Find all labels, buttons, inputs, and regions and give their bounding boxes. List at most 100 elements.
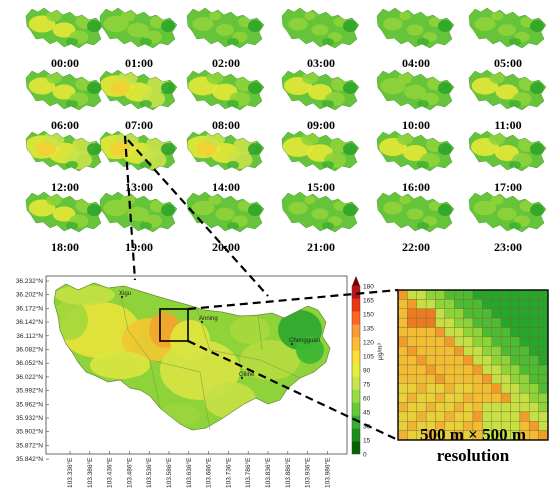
zoom-panel-border — [397, 289, 549, 441]
colorbar-segment — [352, 428, 360, 442]
grid-cell — [444, 355, 455, 366]
longitude-tick-label: 103.336°E — [66, 457, 74, 488]
grid-cell — [482, 374, 492, 384]
grid-cell — [482, 327, 492, 338]
grid-cell — [510, 383, 521, 394]
grid-cell — [519, 402, 530, 413]
grid-cell — [425, 336, 436, 347]
grid-cell — [407, 308, 417, 319]
hourly-map-04-00 — [375, 4, 457, 50]
grid-cell — [538, 336, 549, 347]
grid-cell — [425, 355, 436, 366]
grid-cell — [463, 327, 474, 338]
longitude-tick-label: 103.636°E — [185, 457, 193, 488]
grid-cell — [397, 383, 408, 394]
grid-cell — [500, 346, 511, 356]
grid-cell — [538, 402, 549, 413]
hourly-map-02-00 — [185, 4, 267, 50]
grid-cell — [425, 289, 436, 300]
hour-label-00-00: 00:00 — [51, 56, 79, 70]
hour-label-06-00: 06:00 — [51, 118, 79, 132]
grid-cell — [538, 317, 549, 328]
hourly-map-01-00 — [98, 4, 180, 50]
grid-cell — [444, 411, 455, 422]
grid-cell — [500, 336, 511, 347]
grid-cell — [435, 392, 446, 403]
hourly-map-14-00 — [185, 127, 267, 173]
grid-cell — [425, 383, 436, 394]
colorbar-segment — [352, 389, 360, 403]
latitude-tick-label: 35.962°N — [16, 400, 43, 408]
grid-cell — [463, 374, 474, 384]
grid-cell — [529, 411, 539, 422]
grid-cell — [529, 317, 539, 328]
latitude-tick-label: 35.902°N — [16, 428, 43, 436]
grid-cell — [500, 289, 511, 300]
place-label: Anning — [199, 316, 218, 322]
latitude-tick-label: 36.112°N — [16, 332, 43, 340]
zoom-region-box — [159, 308, 189, 342]
grid-cell — [444, 336, 455, 347]
colorbar-tick-label: 165 — [363, 298, 374, 305]
colorbar-max-arrow — [352, 276, 360, 286]
grid-cell — [454, 299, 464, 309]
grid-cell — [397, 402, 408, 413]
longitude-tick-label: 103.536°E — [145, 457, 153, 488]
grid-cell — [454, 289, 464, 300]
hour-label-08-00: 08:00 — [212, 118, 240, 132]
grid-cell — [407, 402, 417, 413]
grid-cell — [472, 383, 483, 394]
grid-cell — [407, 411, 417, 422]
grid-cell — [510, 411, 521, 422]
grid-cell — [500, 299, 511, 309]
colorbar-tick-label: 135 — [363, 326, 374, 333]
grid-cell — [444, 289, 455, 300]
grid-cell — [519, 383, 530, 394]
grid-cell — [500, 317, 511, 328]
grid-cell — [482, 383, 492, 394]
grid-cell — [519, 411, 530, 422]
grid-cell — [510, 392, 521, 403]
grid-cell — [472, 364, 483, 375]
grid-cell — [510, 327, 521, 338]
hour-label-12-00: 12:00 — [51, 180, 79, 194]
grid-cell — [416, 336, 427, 347]
colorbar-tick-label: 120 — [363, 340, 374, 347]
grid-cell — [425, 402, 436, 413]
grid-cell — [519, 327, 530, 338]
grid-cell — [416, 364, 427, 375]
colorbar-tick-label: 150 — [363, 312, 374, 319]
grid-cell — [444, 392, 455, 403]
hour-label-01-00: 01:00 — [125, 56, 153, 70]
place-marker — [200, 320, 204, 324]
grid-cell — [463, 392, 474, 403]
colorbar-segment — [352, 298, 360, 312]
grid-cell — [454, 355, 464, 366]
grid-cell — [416, 317, 427, 328]
colorbar-unit: μg/m³ — [377, 342, 384, 360]
hour-label-11-00: 11:00 — [494, 118, 522, 132]
hourly-map-19-00 — [98, 188, 180, 234]
colorbar-segment — [352, 286, 360, 299]
grid-cell — [482, 317, 492, 328]
hourly-map-17-00 — [467, 127, 549, 173]
grid-cell — [463, 364, 474, 375]
grid-cell — [529, 392, 539, 403]
grid-cell — [538, 346, 549, 356]
grid-cell — [454, 317, 464, 328]
longitude-tick-label: 103.486°E — [125, 457, 133, 488]
grid-cell — [407, 346, 417, 356]
hourly-map-12-00 — [24, 127, 106, 173]
grid-cell — [519, 364, 530, 375]
hour-label-05-00: 05:00 — [494, 56, 522, 70]
grid-cell — [444, 374, 455, 384]
latitude-tick-label: 36.142°N — [16, 318, 43, 326]
grid-cell — [472, 336, 483, 347]
grid-cell — [425, 308, 436, 319]
resolution-line-2: resolution — [436, 446, 510, 465]
grid-cell — [472, 346, 483, 356]
district-boundary — [119, 289, 161, 409]
colorbar-tick-label: 15 — [363, 438, 371, 445]
grid-cell — [425, 317, 436, 328]
grid-cell — [407, 383, 417, 394]
